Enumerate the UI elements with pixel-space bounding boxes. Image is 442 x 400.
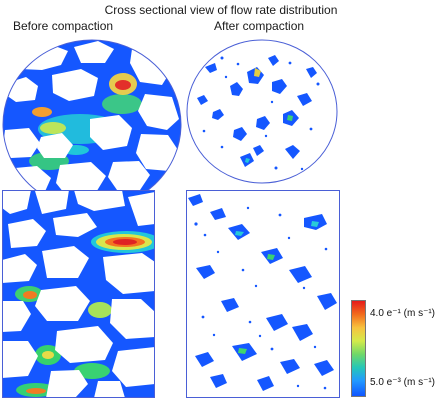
before-compaction-circle-view bbox=[2, 39, 182, 210]
after-rectangle-image bbox=[186, 190, 340, 398]
after-circle-image bbox=[186, 39, 338, 184]
flow-rate-legend: 4.0 e⁻¹ (m s⁻¹) 5.0 e⁻³ (m s⁻¹) bbox=[341, 297, 442, 400]
flow-rate-color-scale bbox=[351, 300, 366, 397]
before-rectangle-image bbox=[2, 190, 155, 398]
legend-max-label: 4.0 e⁻¹ (m s⁻¹) bbox=[370, 308, 436, 319]
after-compaction-label: After compaction bbox=[214, 19, 305, 33]
after-compaction-rectangular-view bbox=[186, 190, 340, 398]
before-compaction-rectangular-view bbox=[2, 190, 155, 398]
after-compaction-circle-view bbox=[186, 39, 338, 184]
before-compaction-label: Before compaction bbox=[13, 19, 114, 33]
before-circle-image bbox=[2, 39, 182, 210]
figure-title: Cross sectional view of flow rate distri… bbox=[104, 3, 338, 17]
legend-min-label: 5.0 e⁻³ (m s⁻¹) bbox=[370, 377, 436, 388]
